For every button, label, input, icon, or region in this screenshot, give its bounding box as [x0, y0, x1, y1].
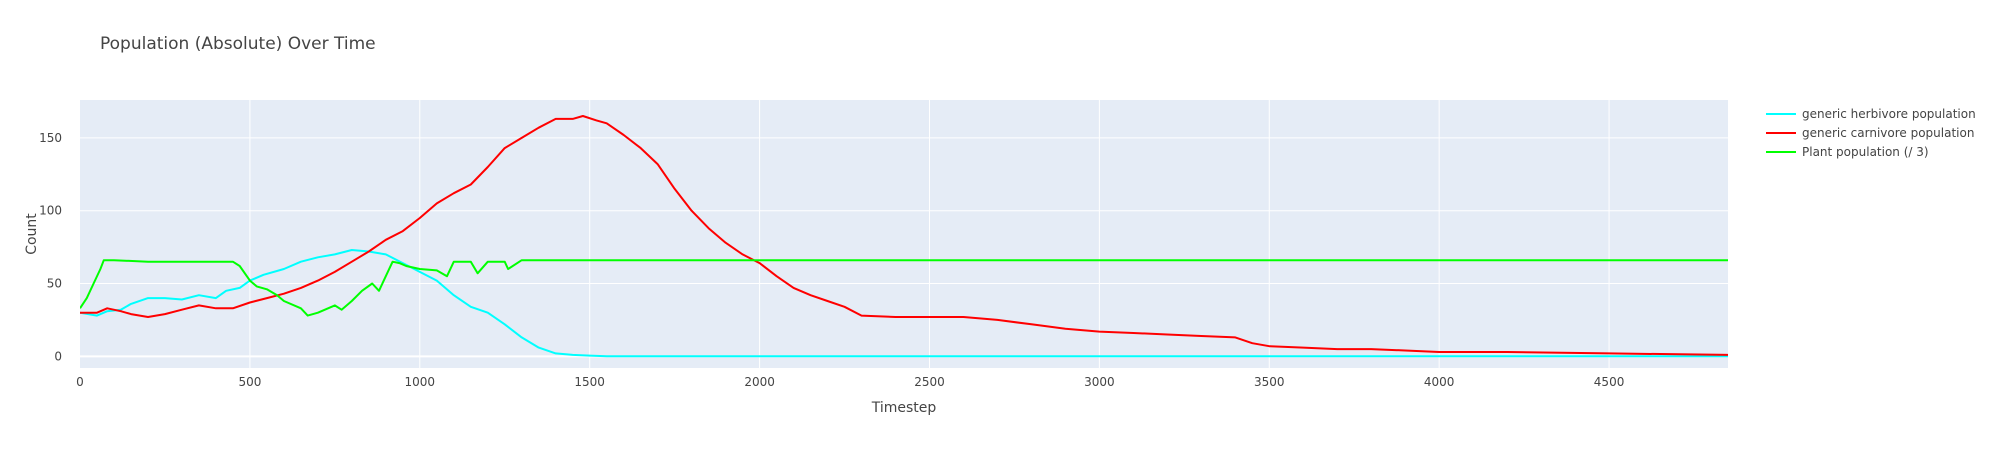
legend-label[interactable]: Plant population (/ 3) [1802, 145, 1929, 159]
x-tick-label: 2500 [914, 375, 945, 389]
y-tick-label: 150 [39, 131, 62, 145]
legend[interactable]: generic herbivore population generic carn… [1766, 107, 1976, 159]
series-line-1 [80, 115, 1728, 356]
plot-area[interactable] [80, 100, 1728, 368]
legend-label[interactable]: generic herbivore population [1802, 107, 1976, 121]
chart-title: Population (Absolute) Over Time [100, 34, 376, 54]
x-tick-label: 1000 [405, 375, 436, 389]
y-axis-ticks: 0 50 100 150 [39, 131, 62, 363]
y-tick-label: 100 [39, 204, 62, 218]
x-tick-label: 500 [238, 375, 261, 389]
x-tick-label: 0 [76, 375, 84, 389]
x-tick-label: 3500 [1254, 375, 1285, 389]
x-tick-label: 1500 [574, 375, 605, 389]
x-tick-label: 4000 [1424, 375, 1455, 389]
x-axis-ticks: 0 500 1000 1500 2000 2500 3000 3500 4000 4500 [76, 375, 1624, 389]
y-axis-title: Count [24, 213, 40, 255]
x-tick-label: 3000 [1084, 375, 1115, 389]
x-tick-label: 2000 [744, 375, 775, 389]
series-line-2 [80, 259, 1728, 317]
series-lines [80, 115, 1728, 358]
y-tick-label: 0 [54, 349, 62, 363]
y-tick-label: 50 [47, 277, 62, 291]
x-tick-label: 4500 [1594, 375, 1625, 389]
x-axis-title: Timestep [871, 400, 937, 416]
legend-label[interactable]: generic carnivore population [1802, 126, 1974, 140]
